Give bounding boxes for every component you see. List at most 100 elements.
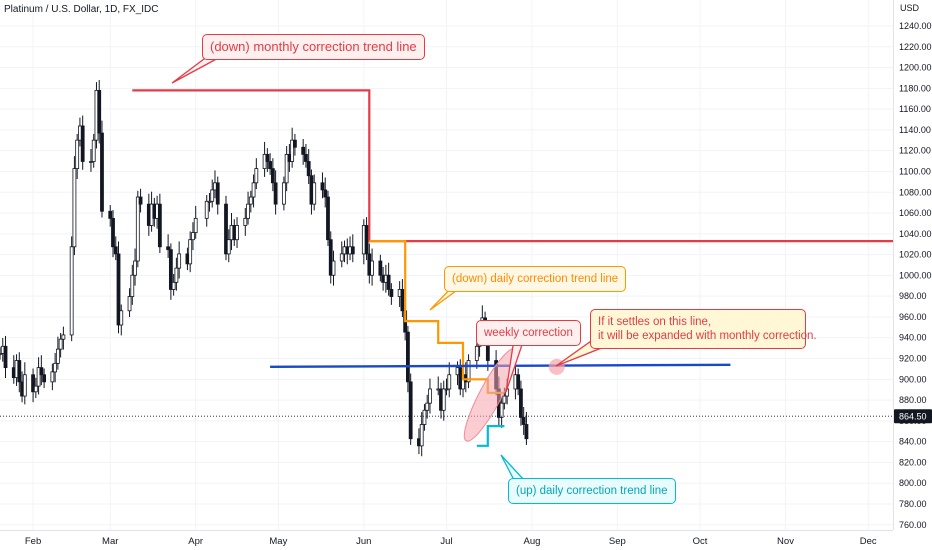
candle-body <box>419 424 424 447</box>
y-tick-label: 1100.00 <box>899 166 931 176</box>
last-price-badge <box>894 409 932 424</box>
y-tick-label: 1020.00 <box>899 250 932 260</box>
candle-body <box>281 182 286 205</box>
candle-body <box>55 348 60 364</box>
y-tick-label: 1060.00 <box>899 208 932 218</box>
candle-body <box>235 225 239 241</box>
time-axis[interactable]: Feb Mar Apr May Jun Jul Aug Sep Oct Nov Dec <box>0 530 893 548</box>
monthly-down-annotation[interactable]: (down) monthly correction trend line <box>202 34 425 60</box>
y-tick-label: 1080.00 <box>899 187 932 197</box>
y-tick-label: 920.00 <box>899 354 927 364</box>
price-axis[interactable]: USD760.00780.00800.00820.00840.00860.008… <box>893 0 932 550</box>
daily-up-line <box>476 425 505 447</box>
candle-body <box>474 345 479 361</box>
x-tick-label: Jul <box>440 536 452 547</box>
y-tick-label: 840.00 <box>899 437 927 447</box>
x-tick-label: Dec <box>860 536 877 547</box>
y-tick-label: 820.00 <box>899 457 927 467</box>
candle-body <box>135 196 140 262</box>
candle-body <box>0 353 2 355</box>
candle-body <box>226 239 231 255</box>
currency-label: USD <box>900 3 920 13</box>
candle-body <box>519 388 523 418</box>
x-tick-label: Jun <box>356 536 371 547</box>
candle-body <box>304 153 308 162</box>
candle-body <box>3 345 8 369</box>
x-tick-label: May <box>269 536 287 547</box>
candle-body <box>293 139 297 148</box>
candle-body <box>91 139 96 162</box>
settle-note-line1: If it settles on this line, <box>598 316 712 328</box>
x-tick-label: Apr <box>188 536 203 547</box>
candle-body <box>53 362 58 373</box>
candle-body <box>168 249 173 290</box>
y-tick-label: 800.00 <box>899 478 927 488</box>
candle-body <box>425 402 430 411</box>
y-tick-label: 1000.00 <box>899 270 932 280</box>
candle-body <box>138 196 143 205</box>
candle-body <box>499 402 504 418</box>
x-tick-label: Sep <box>609 536 626 547</box>
settle-note-line2: it will be expanded with monthly correct… <box>598 330 817 342</box>
candle-body <box>89 161 93 163</box>
candle-body <box>406 331 410 383</box>
candle-body <box>466 360 471 383</box>
candle-body <box>22 374 27 397</box>
y-tick-label: 1180.00 <box>899 83 931 93</box>
weekly-annotation[interactable]: weekly correction <box>476 320 581 346</box>
candle-body <box>177 253 182 269</box>
candle-body <box>408 381 413 440</box>
candle-body <box>254 168 259 184</box>
monthly-callout-pointer <box>171 55 223 84</box>
y-tick-label: 1240.00 <box>899 21 932 31</box>
y-tick-label: 940.00 <box>899 333 927 343</box>
candle-body <box>265 153 270 162</box>
candle-body <box>328 239 333 276</box>
candle-body <box>166 246 171 251</box>
candle-body <box>428 388 432 404</box>
candle-body <box>251 182 256 198</box>
y-tick-label: 1140.00 <box>899 125 931 135</box>
candle-body <box>331 260 336 276</box>
candle-body <box>447 374 452 390</box>
y-tick-label: 1160.00 <box>899 104 931 114</box>
candle-body <box>284 153 289 184</box>
candle-body <box>389 289 394 297</box>
candle-body <box>323 189 328 198</box>
candle-body <box>243 217 248 226</box>
candle-body <box>111 217 115 248</box>
candle-body <box>174 267 179 283</box>
candles <box>0 80 529 457</box>
y-tick-label: 960.00 <box>899 312 927 322</box>
candle-body <box>422 409 427 425</box>
candle-body <box>270 168 275 184</box>
last-price-label: 864.50 <box>899 412 927 422</box>
settle-note-annotation[interactable]: If it settles on this line, it will be e… <box>590 309 817 349</box>
candle-body <box>502 395 507 404</box>
y-tick-label: 1200.00 <box>899 63 932 73</box>
candle-body <box>157 203 162 248</box>
candle-body <box>58 338 63 350</box>
candle-body <box>127 296 132 312</box>
candle-body <box>204 200 209 219</box>
y-tick-label: 900.00 <box>899 374 927 384</box>
candle-body <box>370 260 374 276</box>
candle-body <box>350 246 355 255</box>
candle-body <box>444 388 449 391</box>
candle-body <box>42 374 46 383</box>
candle-body <box>193 217 198 233</box>
candle-body <box>75 139 80 170</box>
candle-body <box>130 274 135 297</box>
y-tick-label: 780.00 <box>899 499 927 509</box>
candle-body <box>108 210 113 219</box>
candle-body <box>36 367 41 387</box>
daily-up-annotation[interactable]: (up) daily correction trend line <box>508 478 676 504</box>
candle-body <box>339 253 344 262</box>
candle-body <box>326 196 330 241</box>
candle-body <box>61 334 66 340</box>
candle-body <box>268 161 273 170</box>
candle-body <box>248 196 253 205</box>
price-axis-bg <box>893 0 932 550</box>
symbol-title: Platinum / U.S. Dollar, 1D, FX_IDC <box>4 4 159 15</box>
daily-down-annotation[interactable]: (down) daily correction trend line <box>444 266 627 292</box>
